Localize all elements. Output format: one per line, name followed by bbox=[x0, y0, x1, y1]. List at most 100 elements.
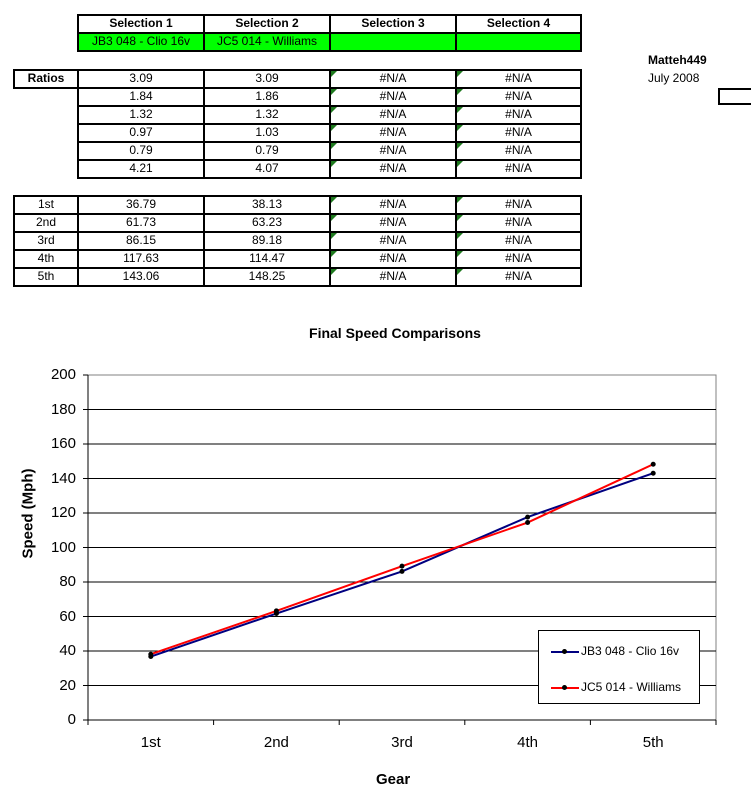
error-indicator-icon bbox=[457, 89, 463, 95]
author-date: July 2008 bbox=[648, 71, 700, 85]
cell-value: 0.79 bbox=[129, 143, 153, 157]
y-tick-label: 180 bbox=[50, 400, 76, 418]
x-tick-label: 5th bbox=[642, 734, 664, 751]
cell-value: #N/A bbox=[505, 71, 532, 85]
y-tick-label: 20 bbox=[59, 676, 76, 694]
y-tick-label: 140 bbox=[50, 469, 76, 487]
cell-value: #N/A bbox=[379, 125, 407, 139]
error-indicator-icon bbox=[331, 125, 337, 131]
error-indicator-icon bbox=[331, 269, 337, 275]
cell-value: #N/A bbox=[379, 251, 407, 265]
chart-legend: JB3 048 - Clio 16v JC5 014 - Williams bbox=[538, 630, 700, 704]
cell-value: 63.23 bbox=[251, 215, 283, 229]
cell-value: #N/A bbox=[505, 143, 532, 157]
error-indicator-icon bbox=[457, 215, 463, 221]
cell-value: 4.21 bbox=[129, 161, 153, 175]
cell-value: #N/A bbox=[379, 269, 407, 283]
cell-value: #N/A bbox=[505, 125, 532, 139]
cell-value: 3rd bbox=[37, 233, 55, 247]
x-tick-label: 4th bbox=[517, 734, 539, 751]
cell-value: 86.15 bbox=[125, 233, 157, 247]
cell-value: #N/A bbox=[379, 89, 407, 103]
cell-value: 143.06 bbox=[122, 269, 160, 283]
error-indicator-icon bbox=[457, 71, 463, 77]
cell-value: 38.13 bbox=[251, 197, 283, 211]
legend-item-clio: JB3 048 - Clio 16v bbox=[551, 643, 679, 659]
legend-swatch-red-icon bbox=[551, 684, 579, 690]
x-axis-label: Gear bbox=[376, 771, 411, 788]
cell-value: 1.03 bbox=[255, 125, 279, 139]
error-indicator-icon bbox=[331, 107, 337, 113]
legend-label: JC5 014 - Williams bbox=[581, 680, 682, 694]
y-tick-label: 0 bbox=[67, 711, 76, 728]
error-indicator-icon bbox=[331, 233, 337, 239]
chart-title: Final Speed Comparisons bbox=[309, 325, 481, 341]
error-indicator-icon bbox=[457, 233, 463, 239]
cell-value: #N/A bbox=[505, 233, 532, 247]
error-indicator-icon bbox=[331, 71, 337, 77]
error-indicator-icon bbox=[331, 143, 337, 149]
cell-value: #N/A bbox=[505, 161, 532, 175]
cell-value: 3.09 bbox=[255, 71, 279, 85]
error-indicator-icon bbox=[331, 251, 337, 257]
cell-value: 61.73 bbox=[125, 215, 157, 229]
cell-value: #N/A bbox=[379, 71, 407, 85]
cell-value: 148.25 bbox=[248, 269, 286, 283]
y-tick-label: 100 bbox=[50, 538, 76, 556]
error-indicator-icon bbox=[331, 161, 337, 167]
x-tick-label: 3rd bbox=[391, 734, 413, 751]
cell-value: #N/A bbox=[505, 251, 532, 265]
cell-value: #N/A bbox=[505, 197, 532, 211]
cell-value: #N/A bbox=[379, 161, 407, 175]
cell-value: #N/A bbox=[379, 197, 407, 211]
y-tick-label: 200 bbox=[50, 366, 76, 383]
error-indicator-icon bbox=[457, 107, 463, 113]
table-cell[interactable]: #N/A bbox=[329, 267, 457, 287]
error-indicator-icon bbox=[457, 269, 463, 275]
cell-value: 1.86 bbox=[255, 89, 279, 103]
cell-value: 0.79 bbox=[255, 143, 279, 157]
error-indicator-icon bbox=[457, 143, 463, 149]
cell-value: 36.79 bbox=[125, 197, 157, 211]
cell-value: 1.32 bbox=[129, 107, 153, 121]
x-tick-label: 2nd bbox=[263, 734, 289, 751]
cell-value: 1.32 bbox=[255, 107, 279, 121]
selection-2-name[interactable]: JC5 014 - Williams bbox=[203, 32, 331, 52]
legend-swatch-blue-icon bbox=[551, 648, 579, 654]
cell-value: #N/A bbox=[379, 233, 407, 247]
cell-value: #N/A bbox=[379, 215, 407, 229]
cell-value: #N/A bbox=[505, 269, 532, 283]
cell-value: 4.07 bbox=[255, 161, 279, 175]
author-name: Matteh449 bbox=[648, 53, 707, 67]
table-cell[interactable]: #N/A bbox=[455, 267, 582, 287]
selected-cell-box[interactable] bbox=[718, 88, 751, 105]
selection-4-name[interactable] bbox=[455, 32, 582, 52]
legend-label: JB3 048 - Clio 16v bbox=[581, 644, 680, 658]
y-tick-label: 80 bbox=[59, 573, 76, 590]
cell-value: 114.47 bbox=[249, 251, 285, 265]
cell-value: 1.84 bbox=[129, 89, 153, 103]
cell-value: #N/A bbox=[379, 107, 407, 121]
cell-value: #N/A bbox=[379, 143, 407, 157]
error-indicator-icon bbox=[457, 251, 463, 257]
cell-value: 2nd bbox=[35, 215, 57, 229]
cell-value: 4th bbox=[37, 251, 55, 265]
error-indicator-icon bbox=[331, 89, 337, 95]
cell-value: #N/A bbox=[505, 89, 532, 103]
error-indicator-icon bbox=[457, 125, 463, 131]
error-indicator-icon bbox=[457, 197, 463, 203]
cell-value: 117.63 bbox=[123, 251, 159, 265]
y-tick-label: 40 bbox=[59, 642, 76, 659]
cell-value: 89.18 bbox=[251, 233, 283, 247]
cell-value: #N/A bbox=[505, 215, 532, 229]
y-tick-label: 60 bbox=[59, 607, 76, 625]
legend-item-williams: JC5 014 - Williams bbox=[551, 679, 681, 695]
table-cell[interactable]: #N/A bbox=[455, 159, 582, 179]
selection-1-name[interactable]: JB3 048 - Clio 16v bbox=[77, 32, 205, 52]
error-indicator-icon bbox=[331, 215, 337, 221]
cell-value: 0.97 bbox=[129, 125, 153, 139]
error-indicator-icon bbox=[457, 161, 463, 167]
cell-value: 5th bbox=[37, 269, 55, 283]
y-tick-label: 120 bbox=[50, 504, 76, 521]
cell-value: 3.09 bbox=[129, 71, 153, 85]
